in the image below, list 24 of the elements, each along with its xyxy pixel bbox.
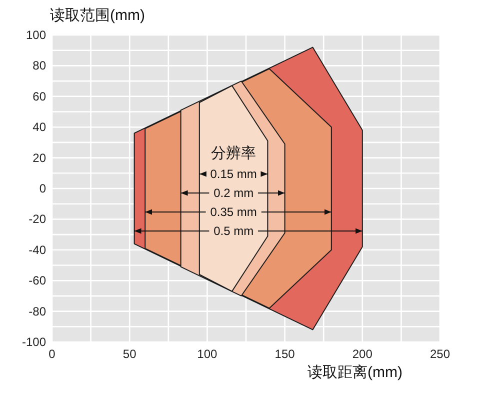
x-axis-title: 读取距离(mm) (308, 364, 402, 381)
y-axis-title: 读取范围(mm) (50, 7, 145, 24)
series-label: 0.2 mm (214, 186, 254, 200)
annotation: 分辨率 (211, 145, 256, 162)
y-tick-label: 20 (32, 150, 46, 165)
series-label: 0.35 mm (210, 205, 257, 219)
x-tick-label: 50 (122, 347, 137, 361)
y-tick-label: -100 (22, 335, 46, 349)
y-tick-label: -20 (28, 212, 46, 226)
y-tick-label: -40 (28, 242, 46, 257)
x-tick-label: 200 (352, 347, 373, 361)
x-tick-label: 100 (197, 347, 218, 361)
x-tick-label: 250 (430, 347, 450, 361)
y-tick-label: 40 (32, 120, 46, 134)
series-label: 0.15 mm (210, 167, 257, 181)
y-tick-label: 60 (32, 89, 46, 104)
x-tick-label: 0 (48, 347, 56, 361)
y-tick-label: 0 (39, 182, 46, 196)
y-tick-label: 80 (32, 58, 46, 73)
y-tick-label: -60 (28, 274, 46, 288)
text: 0.5 mm (214, 224, 254, 238)
y-tick-label: -80 (28, 304, 46, 318)
x-tick-label: 150 (274, 347, 296, 361)
y-tick-label: 100 (26, 28, 46, 42)
